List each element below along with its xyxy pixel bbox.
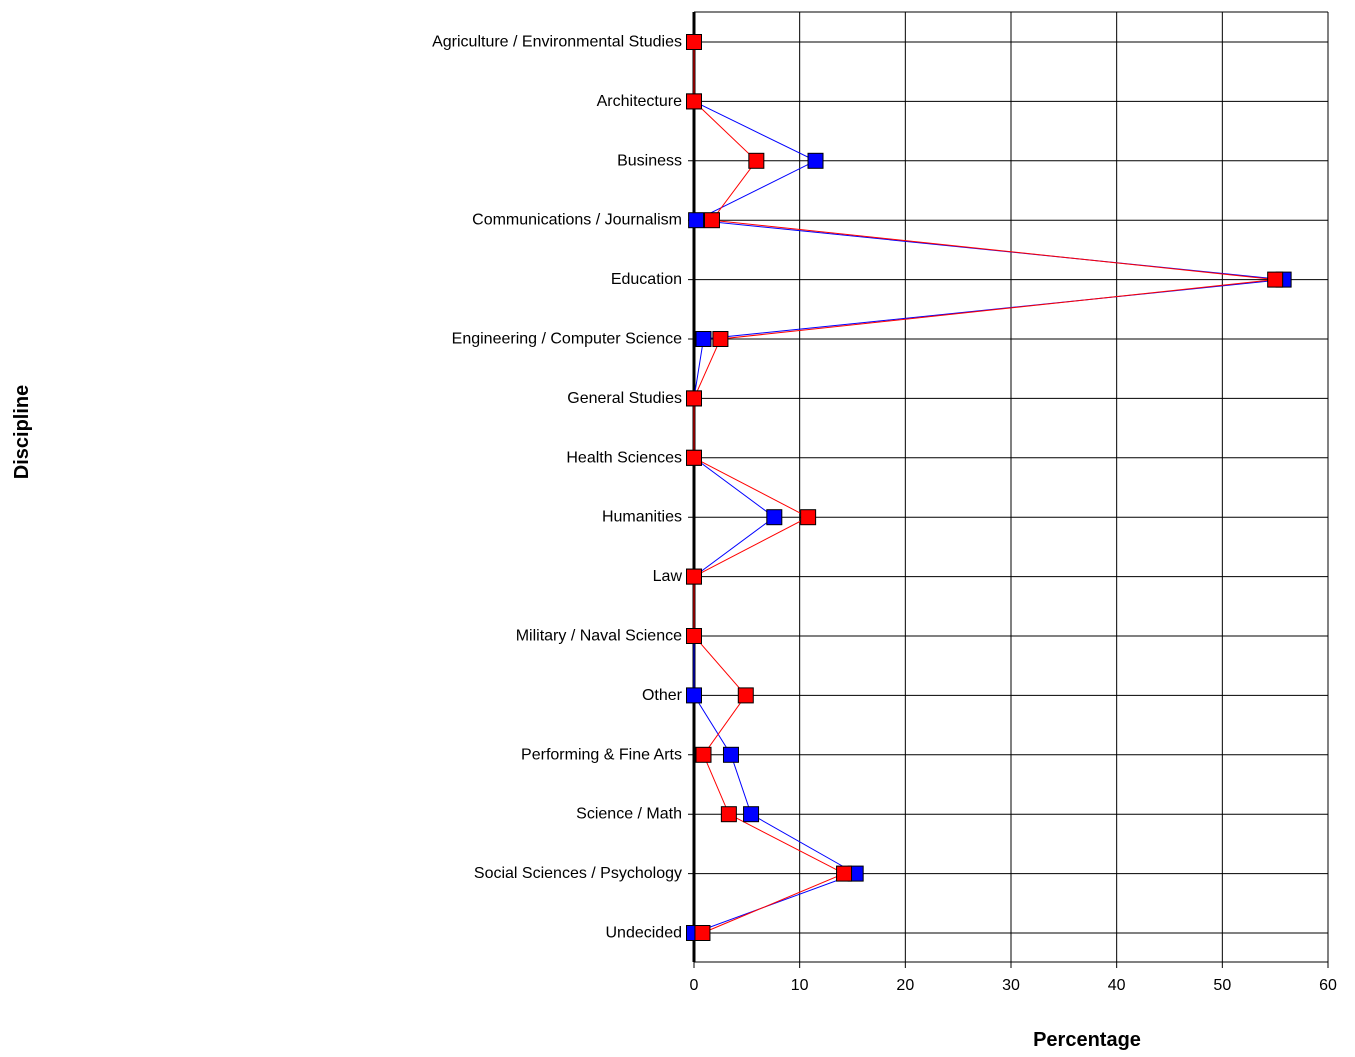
y-tick-label: Military / Naval Science [516, 628, 682, 645]
grid [688, 11, 1329, 968]
y-tick-label: Social Sciences / Psychology [474, 865, 682, 882]
data-point-marker [695, 746, 712, 763]
data-point-marker [743, 806, 760, 823]
data-point-marker [686, 93, 702, 110]
data-point-marker [836, 865, 853, 882]
tick-labels: Agriculture / Environmental Studies Archi… [432, 34, 1337, 995]
data-point-marker [800, 509, 817, 526]
data-point-marker [686, 628, 702, 644]
data-point-marker [712, 331, 729, 347]
data-point-marker [737, 687, 754, 704]
data-point-marker [686, 390, 702, 407]
data-point-marker [720, 806, 737, 823]
y-tick-label: Other [642, 687, 683, 704]
data-point-marker [686, 449, 702, 466]
data-point-marker [694, 925, 711, 941]
y-tick-label: Health Sciences [566, 449, 682, 466]
x-tick-label: 20 [896, 977, 914, 994]
y-tick-label: Engineering / Computer Science [452, 331, 682, 348]
x-tick-label: 30 [1002, 977, 1020, 994]
data-point-marker [695, 331, 712, 347]
series-layer [686, 34, 1292, 941]
y-tick-label: General Studies [567, 390, 682, 407]
y-tick-label: Communications / Journalism [472, 212, 682, 229]
data-point-marker [686, 687, 702, 704]
data-point-marker [766, 509, 783, 526]
y-tick-label: Undecided [606, 925, 683, 942]
data-point-marker [748, 152, 765, 169]
y-axis-title: Discipline [11, 385, 33, 479]
y-tick-label: Law [653, 568, 683, 585]
x-tick-label: 40 [1108, 977, 1126, 994]
x-tick-label: 60 [1319, 977, 1337, 994]
series-line-1 [693, 42, 1276, 934]
y-tick-label: Education [611, 271, 682, 288]
x-tick-label: 0 [690, 977, 699, 994]
data-point-marker [686, 568, 702, 585]
y-tick-label: Humanities [602, 509, 682, 526]
y-tick-label: Performing & Fine Arts [521, 746, 682, 763]
y-tick-label: Business [617, 152, 682, 169]
data-point-marker [722, 746, 739, 763]
x-axis-title: Percentage [1033, 1029, 1141, 1051]
data-point-marker [1267, 271, 1284, 288]
data-point-marker [703, 212, 720, 229]
data-point-marker [686, 34, 702, 50]
data-point-marker [807, 152, 824, 169]
data-point-marker [688, 212, 705, 229]
y-tick-label: Agriculture / Environmental Studies [432, 34, 682, 51]
series-line-0 [693, 42, 1284, 934]
x-tick-label: 50 [1213, 977, 1231, 994]
y-tick-label: Science / Math [576, 806, 682, 823]
y-tick-label: Architecture [597, 93, 682, 110]
x-tick-label: 10 [791, 977, 809, 994]
